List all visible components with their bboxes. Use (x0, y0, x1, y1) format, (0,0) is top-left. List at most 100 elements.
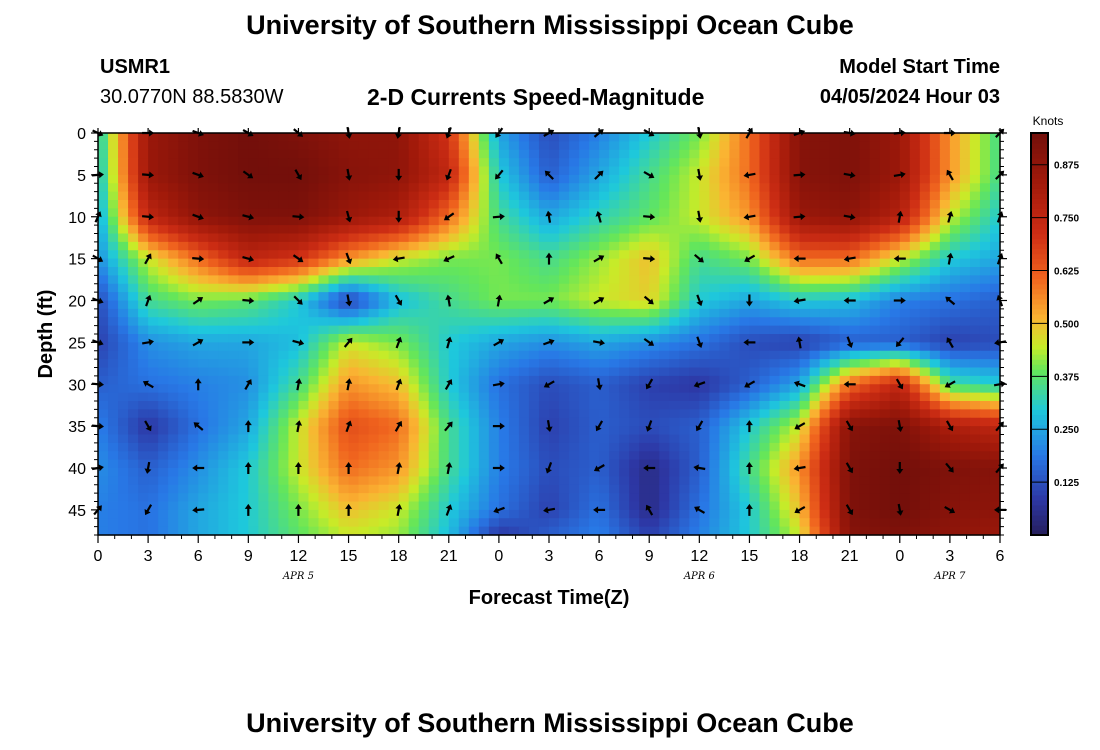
heatmap-cell (659, 434, 670, 444)
heatmap-cell (328, 166, 340, 176)
heatmap-cell (448, 308, 460, 318)
heatmap-cell (729, 442, 741, 452)
heatmap-cell (739, 292, 751, 302)
heatmap-cell (448, 417, 460, 427)
heatmap-cell (909, 208, 921, 218)
arrow-head (148, 171, 155, 179)
heatmap-cell (218, 158, 229, 168)
heatmap-cell (338, 183, 350, 193)
heatmap-cell (458, 392, 470, 402)
heatmap-cell (879, 367, 891, 377)
heatmap-cell (559, 526, 570, 536)
current-vector-arrow (142, 171, 155, 179)
heatmap-cell (699, 501, 710, 511)
heatmap-cell (248, 208, 259, 218)
heatmap-cell (869, 233, 881, 243)
heatmap-cell (138, 317, 149, 327)
heatmap-cell (388, 200, 400, 209)
heatmap-cell (438, 442, 450, 452)
heatmap-cell (168, 426, 179, 436)
heatmap-cell (769, 392, 781, 402)
heatmap-cell (98, 267, 109, 276)
heatmap-cell (358, 292, 370, 302)
heatmap-cell (528, 401, 540, 410)
heatmap-cell (579, 183, 590, 193)
heatmap-cell (98, 442, 109, 452)
heatmap-cell (498, 359, 510, 369)
heatmap-cell (659, 133, 670, 142)
heatmap-cell (388, 225, 400, 235)
heatmap-cell (909, 384, 921, 394)
current-vector-arrow (194, 378, 202, 391)
heatmap-cell (909, 459, 921, 469)
heatmap-cell (549, 149, 560, 159)
heatmap-cell (679, 258, 690, 268)
arrow-head (598, 297, 605, 303)
current-vector-arrow (643, 337, 655, 346)
heatmap-cell (979, 267, 991, 276)
heatmap-cell (569, 476, 580, 486)
heatmap-cell (719, 493, 730, 503)
heatmap-cell (188, 468, 199, 477)
arrow-head (946, 337, 953, 344)
x-tick-label: 3 (545, 548, 554, 565)
heatmap-cell (949, 275, 961, 285)
heatmap-cell (248, 241, 259, 251)
heatmap-cell (609, 250, 620, 260)
heatmap-cell (829, 417, 841, 427)
heatmap-cell (669, 359, 680, 369)
heatmap-cell (128, 158, 139, 168)
heatmap-cell (659, 158, 670, 168)
heatmap-cell (428, 359, 440, 369)
heatmap-cell (198, 367, 209, 377)
heatmap-cell (689, 133, 700, 142)
heatmap-cell (138, 158, 149, 168)
heatmap-cell (288, 359, 300, 369)
heatmap-cell (108, 392, 119, 402)
heatmap-cell (228, 183, 239, 193)
heatmap-cell (779, 216, 791, 226)
heatmap-cell (749, 292, 761, 302)
heatmap-cell (659, 334, 670, 343)
heatmap-cell (699, 241, 710, 251)
heatmap-cell (428, 300, 440, 310)
heatmap-cell (909, 442, 921, 452)
heatmap-cell (899, 233, 911, 243)
heatmap-cell (138, 292, 149, 302)
heatmap-cell (699, 317, 710, 327)
heatmap-cell (538, 200, 550, 209)
heatmap-cell (979, 526, 991, 536)
heatmap-cell (158, 183, 169, 193)
heatmap-cell (719, 174, 730, 184)
heatmap-cell (438, 233, 450, 243)
heatmap-cell (959, 459, 971, 469)
heatmap-cell (709, 493, 720, 503)
arrow-head (793, 255, 799, 263)
heatmap-cell (148, 367, 159, 377)
heatmap-cell (388, 174, 400, 184)
heatmap-cell (919, 267, 931, 276)
heatmap-cell (418, 367, 430, 377)
heatmap-cell (118, 426, 129, 436)
heatmap-cell (148, 501, 159, 511)
heatmap-cell (619, 350, 630, 360)
heatmap-cell (488, 342, 500, 352)
heatmap-cell (328, 300, 340, 310)
heatmap-cell (438, 484, 450, 494)
heatmap-cell (438, 292, 450, 302)
heatmap-cell (579, 434, 590, 444)
heatmap-cell (559, 334, 570, 343)
heatmap-cell (749, 342, 761, 352)
heatmap-cell (288, 442, 300, 452)
heatmap-cell (779, 275, 791, 285)
heatmap-cell (188, 233, 199, 243)
heatmap-cell (458, 200, 470, 209)
heatmap-cell (909, 493, 921, 503)
heatmap-cell (809, 501, 821, 511)
heatmap-cell (579, 459, 590, 469)
heatmap-cell (408, 526, 420, 536)
heatmap-cell (258, 334, 269, 343)
heatmap-cell (308, 493, 320, 503)
heatmap-cell (989, 392, 1001, 402)
heatmap-cell (278, 375, 290, 385)
